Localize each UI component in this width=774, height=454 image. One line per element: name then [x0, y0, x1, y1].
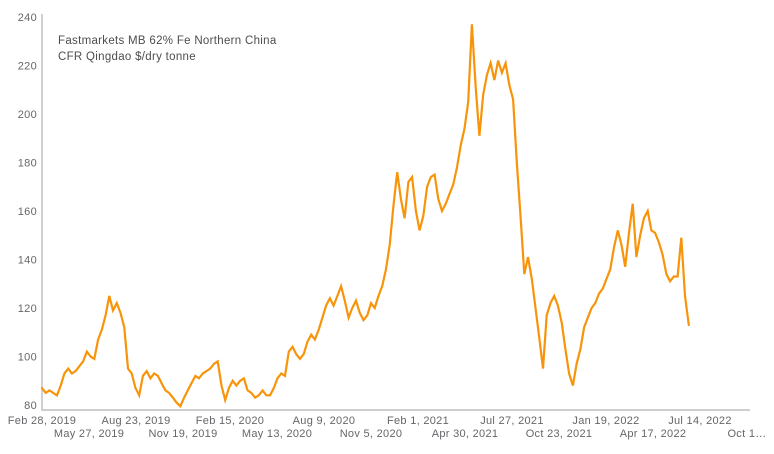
x-axis-label: Apr 17, 2022 — [620, 428, 687, 440]
x-axis-label: May 27, 2019 — [54, 428, 124, 440]
x-axis-label: Nov 19, 2019 — [148, 428, 217, 440]
x-axis-label: Aug 23, 2019 — [101, 415, 170, 427]
x-axis-label: Nov 5, 2020 — [340, 428, 403, 440]
y-axis-label: 80 — [24, 400, 37, 412]
x-axis-label: Feb 28, 2019 — [8, 415, 76, 427]
chart-title-line2: CFR Qingdao $/dry tonne — [58, 51, 196, 63]
x-axis-label: May 13, 2020 — [242, 428, 312, 440]
y-axis-label: 160 — [18, 206, 37, 218]
y-axis-label: 100 — [18, 352, 37, 364]
x-axis-label: Feb 1, 2021 — [387, 415, 449, 427]
chart-title: Fastmarkets MB 62% Fe Northern China CFR… — [58, 33, 277, 65]
axis-lines — [41, 14, 750, 411]
x-axis-label: Apr 30, 2021 — [432, 428, 499, 440]
price-series-line — [40, 24, 690, 409]
x-axis-label: Jul 27, 2021 — [480, 415, 544, 427]
x-axis-label: Jan 19, 2022 — [572, 415, 639, 427]
x-axis-label: Aug 9, 2020 — [293, 415, 356, 427]
x-axis-label: Oct 1… — [727, 428, 766, 440]
y-axis-label: 120 — [18, 303, 37, 315]
y-axis-label: 240 — [18, 12, 37, 24]
y-axis-label: 220 — [18, 61, 37, 73]
y-axis-label: 200 — [18, 109, 37, 121]
y-axis-label: 140 — [18, 255, 37, 267]
x-axis-label: Oct 23, 2021 — [526, 428, 593, 440]
chart-title-line1: Fastmarkets MB 62% Fe Northern China — [58, 35, 277, 47]
x-axis-label: Feb 15, 2020 — [196, 415, 264, 427]
y-axis-label: 180 — [18, 158, 37, 170]
x-axis-label: Jul 14, 2022 — [668, 415, 732, 427]
